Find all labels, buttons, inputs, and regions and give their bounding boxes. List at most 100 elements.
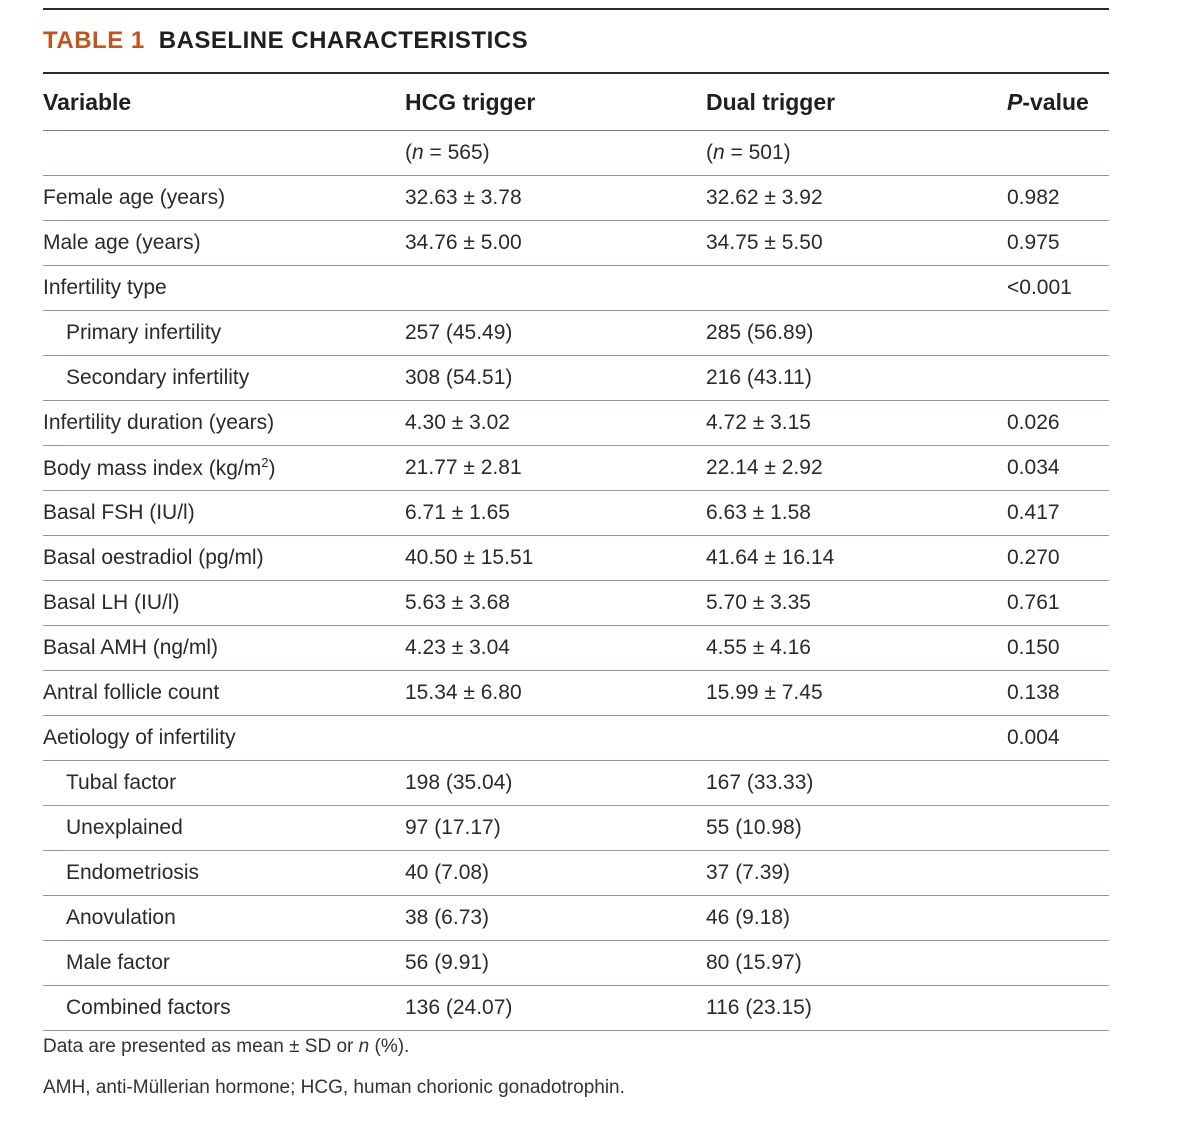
n-hcg-value: = 565) (423, 141, 490, 164)
header-p-rest: -value (1022, 88, 1089, 115)
footnote1-n: n (358, 1036, 370, 1057)
cell-p: 0.982 (1007, 186, 1060, 209)
cell-label: Body mass index (kg/m2) (43, 455, 405, 481)
cell-label: Unexplained (66, 816, 183, 839)
cell-dual: 55 (10.98) (706, 816, 802, 839)
cell-hcg: 40 (7.08) (405, 861, 490, 884)
cell-dual: 4.55 ± 4.16 (706, 636, 811, 659)
cell-hcg: 6.71 ± 1.65 (405, 501, 510, 524)
table-row: Tubal factor 198 (35.04) 167 (33.33) (43, 761, 1109, 806)
cell-label: Antral follicle count (43, 681, 220, 704)
header-hcg-trigger: HCG trigger (405, 88, 536, 115)
table-row: Male age (years) 34.76 ± 5.00 34.75 ± 5.50… (43, 221, 1109, 266)
cell-dual: 22.14 ± 2.92 (706, 456, 823, 479)
table-title-text: BASELINE CHARACTERISTICS (158, 27, 529, 54)
header-dual-trigger: Dual trigger (706, 88, 836, 115)
cell-label: Basal oestradiol (pg/ml) (43, 546, 264, 569)
table-row: Basal AMH (ng/ml) 4.23 ± 3.04 4.55 ± 4.16 0… (43, 626, 1109, 671)
cell-hcg: 97 (17.17) (405, 816, 501, 839)
cell-p: 0.004 (1007, 726, 1060, 749)
cell-hcg: 34.76 ± 5.00 (405, 231, 522, 254)
n-symbol: n (713, 141, 725, 164)
cell-hcg: 38 (6.73) (405, 906, 490, 929)
cell-label: Combined factors (66, 996, 231, 1019)
cell-dual: 285 (56.89) (706, 321, 814, 344)
cell-p: 0.034 (1007, 456, 1060, 479)
cell-p: 0.138 (1007, 681, 1060, 704)
cell-dual: 46 (9.18) (706, 906, 791, 929)
cell-dual-n: (n = 501) (706, 141, 791, 164)
table-row: Combined factors 136 (24.07) 116 (23.15) (43, 986, 1109, 1031)
table-row: Male factor 56 (9.91) 80 (15.97) (43, 941, 1109, 986)
cell-dual: 4.72 ± 3.15 (706, 411, 811, 434)
table-row: Secondary infertility 308 (54.51) 216 (43.… (43, 356, 1109, 401)
table-row: Endometriosis 40 (7.08) 37 (7.39) (43, 851, 1109, 896)
cell-hcg: 308 (54.51) (405, 366, 513, 389)
cell-label: Endometriosis (66, 861, 200, 884)
cell-label: Basal AMH (ng/ml) (43, 636, 219, 659)
cell-dual: 216 (43.11) (706, 366, 812, 389)
cell-label: Aetiology of infertility (43, 726, 236, 749)
table-container: TABLE 1 BASELINE CHARACTERISTICS Variabl… (43, 8, 1109, 1031)
table-row-bmi: Body mass index (kg/m2) 21.77 ± 2.81 22.… (43, 446, 1109, 491)
cell-p: 0.975 (1007, 231, 1060, 254)
cell-hcg-n: (n = 565) (405, 141, 490, 164)
table-body-part-2: Basal FSH (IU/l) 6.71 ± 1.65 6.63 ± 1.58 0.… (43, 491, 1109, 1031)
cell-label: Anovulation (66, 906, 176, 929)
footnote1-pre: Data are presented as mean ± SD or (43, 1036, 359, 1057)
table-row: Basal oestradiol (pg/ml) 40.50 ± 15.51 41.… (43, 536, 1109, 581)
table-title: TABLE 1 BASELINE CHARACTERISTICS (43, 10, 1109, 72)
table-label: TABLE 1 (43, 27, 145, 54)
header-p-value: P-value (1007, 89, 1109, 116)
table-row: Aetiology of infertility 0.004 (43, 716, 1109, 761)
bmi-superscript: 2 (261, 455, 269, 470)
cell-p: 0.026 (1007, 411, 1060, 434)
cell-label: Female age (years) (43, 186, 226, 209)
header-p-italic: P (1007, 88, 1023, 115)
cell-dual: 80 (15.97) (706, 951, 802, 974)
table-body-part-1: Female age (years) 32.63 ± 3.78 32.62 ± 3.… (43, 176, 1109, 446)
cell-hcg: 40.50 ± 15.51 (405, 546, 534, 569)
table-row: Basal LH (IU/l) 5.63 ± 3.68 5.70 ± 3.35 0.7… (43, 581, 1109, 626)
table-row: Infertility duration (years) 4.30 ± 3.02 4… (43, 401, 1109, 446)
cell-dual: 41.64 ± 16.14 (706, 546, 835, 569)
cell-dual: 116 (23.15) (706, 996, 812, 1019)
cell-hcg: 32.63 ± 3.78 (405, 186, 522, 209)
bmi-label-end: ) (268, 457, 276, 480)
cell-label: Secondary infertility (66, 366, 250, 389)
cell-p: 0.761 (1007, 591, 1060, 614)
top-rule (43, 8, 1109, 10)
cell-dual: 32.62 ± 3.92 (706, 186, 823, 209)
cell-p: 0.150 (1007, 636, 1060, 659)
footnote-data-presentation: Data are presented as mean ± SD or n (%)… (43, 1036, 409, 1058)
cell-label: Infertility duration (years) (43, 411, 275, 434)
table-row: Female age (years) 32.63 ± 3.78 32.62 ± 3.… (43, 176, 1109, 221)
n-symbol: n (412, 141, 424, 164)
cell-hcg: 257 (45.49) (405, 321, 513, 344)
cell-hcg: 4.30 ± 3.02 (405, 411, 510, 434)
table-row: Primary infertility 257 (45.49) 285 (56.89… (43, 311, 1109, 356)
cell-p: 0.270 (1007, 546, 1060, 569)
cell-label: Basal LH (IU/l) (43, 591, 180, 614)
bmi-label: Body mass index (kg/m (43, 457, 262, 480)
cell-label: Infertility type (43, 276, 167, 299)
footnote1-post: (%). (369, 1036, 410, 1057)
cell-hcg: 21.77 ± 2.81 (405, 456, 522, 479)
cell-label: Tubal factor (66, 771, 177, 794)
footnote-abbreviations: AMH, anti-Müllerian hormone; HCG, human … (43, 1077, 625, 1098)
n-dual-value: = 501) (724, 141, 791, 164)
cell-hcg: 56 (9.91) (405, 951, 490, 974)
table-row: Antral follicle count 15.34 ± 6.80 15.99 ±… (43, 671, 1109, 716)
table-row-n: (n = 565) (n = 501) (43, 131, 1109, 176)
cell-hcg: 15.34 ± 6.80 (405, 681, 522, 704)
table-header-row: Variable HCG trigger Dual trigger P-valu… (43, 74, 1109, 131)
cell-dual: 34.75 ± 5.50 (706, 231, 823, 254)
table-row: Unexplained 97 (17.17) 55 (10.98) (43, 806, 1109, 851)
cell-p: <0.001 (1007, 276, 1072, 299)
cell-hcg: 5.63 ± 3.68 (405, 591, 510, 614)
cell-label: Primary infertility (66, 321, 222, 344)
cell-hcg: 136 (24.07) (405, 996, 513, 1019)
table-row: Infertility type <0.001 (43, 266, 1109, 311)
cell-dual: 6.63 ± 1.58 (706, 501, 811, 524)
cell-hcg: 4.23 ± 3.04 (405, 636, 510, 659)
